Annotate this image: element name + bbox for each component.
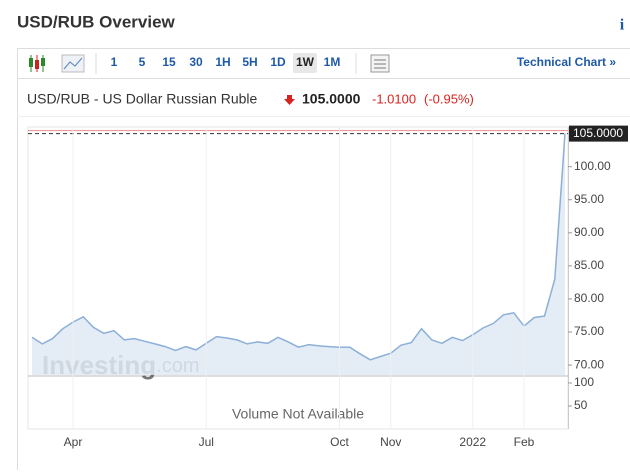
quote-change-percent: (-0.95%) xyxy=(424,91,474,106)
interval-button[interactable]: 1 xyxy=(111,55,118,69)
info-button[interactable]: i xyxy=(620,17,625,34)
y-tick-label: 80.00 xyxy=(574,291,604,305)
y-tick-label: 95.00 xyxy=(574,192,604,206)
x-tick-label: Oct xyxy=(330,435,349,449)
interval-button[interactable]: 1M xyxy=(324,55,341,69)
area-fill xyxy=(32,134,565,375)
y-tick-label: 100.00 xyxy=(574,159,611,173)
interval-button[interactable]: 1W xyxy=(296,55,315,69)
down-arrow xyxy=(284,95,295,105)
settings-icon[interactable] xyxy=(371,55,389,72)
y-tick-label: 70.00 xyxy=(574,357,604,371)
interval-button[interactable]: 5 xyxy=(139,55,146,69)
volume-tick-label: 50 xyxy=(574,398,588,412)
interval-button[interactable]: 1D xyxy=(270,55,286,69)
last-price-label: 105.0000 xyxy=(573,126,623,140)
x-tick-label: Nov xyxy=(380,435,401,449)
price-line xyxy=(32,134,565,360)
interval-button[interactable]: 5H xyxy=(242,55,257,69)
y-tick-label: 75.00 xyxy=(574,324,604,338)
quote-price: 105.0000 xyxy=(302,91,361,107)
x-tick-label: Jul xyxy=(199,435,214,449)
x-tick-label: Feb xyxy=(514,435,535,449)
title: USD/RUB Overview xyxy=(17,12,176,31)
interval-button[interactable]: 15 xyxy=(162,55,176,69)
y-tick-label: 90.00 xyxy=(574,225,604,239)
area-icon[interactable] xyxy=(62,55,84,72)
technical-chart-link[interactable]: Technical Chart » xyxy=(517,55,616,69)
volume-tick-label: 100 xyxy=(574,375,594,389)
quote-change: -1.0100 xyxy=(372,91,416,106)
x-tick-label: 2022 xyxy=(459,435,486,449)
volume-note: Volume Not Available xyxy=(232,406,364,422)
interval-button[interactable]: 1H xyxy=(215,55,230,69)
candle-icon[interactable] xyxy=(29,55,45,72)
interval-button[interactable]: 30 xyxy=(189,55,203,69)
plot-border xyxy=(28,127,568,429)
y-tick-label: 85.00 xyxy=(574,258,604,272)
x-tick-label: Apr xyxy=(64,435,83,449)
quote-name: USD/RUB - US Dollar Russian Ruble xyxy=(27,91,258,107)
